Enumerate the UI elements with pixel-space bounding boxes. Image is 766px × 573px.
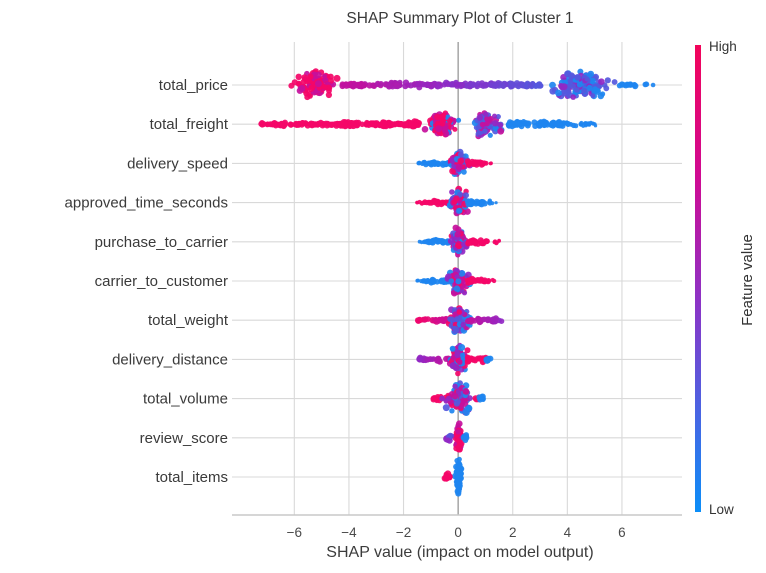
chart-title: SHAP Summary Plot of Cluster 1 [346, 10, 574, 27]
x-tick--2: −2 [396, 525, 411, 540]
feature-label-delivery_speed: delivery_speed [127, 155, 228, 172]
feature-label-review_score: review_score [140, 430, 228, 447]
feature-label-total_items: total_items [155, 469, 228, 486]
feature-labels: total_price total_freight delivery_speedap… [65, 77, 229, 486]
x-tick-labels: −6 −4 −2 0 2 4 6 [287, 525, 626, 540]
x-axis-label: SHAP value (impact on model output) [326, 544, 594, 561]
feature-label-purchase_to_carrier: purchase_to_carrier [95, 234, 228, 251]
feature-label-total_price: total_price [159, 77, 228, 94]
x-tick--4: −4 [341, 525, 357, 540]
feature-label-carrier_to_customer: carrier_to_customer [95, 273, 228, 290]
x-tick--6: −6 [287, 525, 302, 540]
x-tick-4: 4 [564, 525, 572, 540]
x-tick-6: 6 [618, 525, 626, 540]
x-tick-0: 0 [454, 525, 462, 540]
feature-label-approved_time_seconds: approved_time_seconds [65, 195, 228, 212]
colorbar [695, 45, 701, 512]
colorbar-title: Feature value [739, 234, 756, 326]
colorbar-high-label: High [709, 39, 737, 54]
feature-label-delivery_distance: delivery_distance [112, 351, 228, 368]
x-tick-2: 2 [509, 525, 517, 540]
colorbar-low-label: Low [709, 502, 734, 517]
feature-label-total_freight: total_freight [150, 116, 229, 133]
feature-label-total_weight: total_weight [148, 312, 229, 329]
feature-label-total_volume: total_volume [143, 391, 228, 408]
beeswarm-points [258, 68, 656, 497]
